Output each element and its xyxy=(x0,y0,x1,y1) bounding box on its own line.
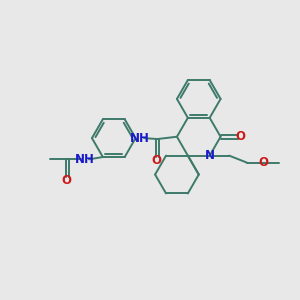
Text: O: O xyxy=(61,174,72,187)
Text: N: N xyxy=(205,149,215,162)
Text: NH: NH xyxy=(75,153,95,166)
Text: O: O xyxy=(258,156,268,169)
Text: NH: NH xyxy=(130,132,150,145)
Text: O: O xyxy=(152,154,161,167)
Text: O: O xyxy=(236,130,246,143)
